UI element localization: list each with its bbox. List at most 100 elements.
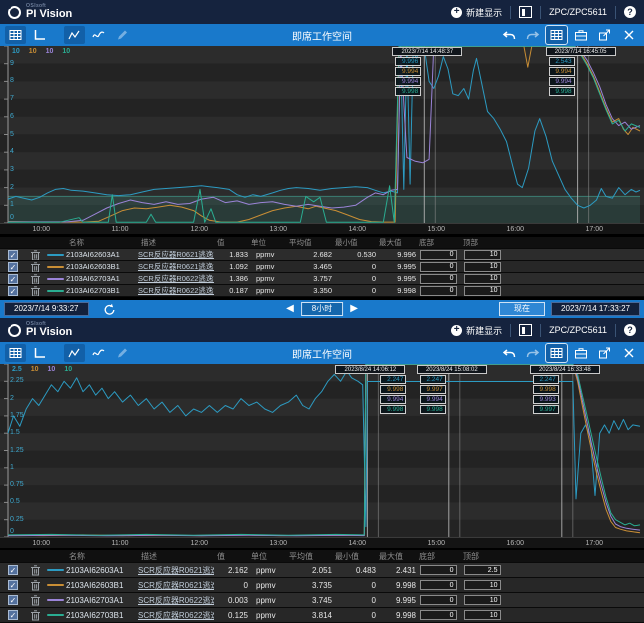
- forward-arrow-icon[interactable]: ▶: [350, 303, 358, 314]
- displays-icon[interactable]: [519, 324, 533, 336]
- redo-icon[interactable]: [522, 344, 543, 362]
- now-button[interactable]: 现在: [499, 302, 546, 316]
- axis-scale-icon[interactable]: [29, 344, 50, 362]
- tag-name[interactable]: 2103AI62603B1: [66, 580, 124, 590]
- close-icon[interactable]: [618, 344, 639, 362]
- tag-name[interactable]: 2103AI62703B1: [66, 286, 120, 295]
- scale-top-input[interactable]: [463, 273, 501, 284]
- axis-scale-icon[interactable]: [29, 26, 50, 44]
- end-time[interactable]: 2023/7/14 17:33:27: [551, 302, 640, 316]
- row-checkbox[interactable]: ✓: [8, 595, 18, 605]
- export-icon[interactable]: [594, 26, 615, 44]
- tag-name[interactable]: 2103AI62703A1: [66, 274, 120, 283]
- table-view-icon[interactable]: [5, 26, 26, 44]
- row-checkbox[interactable]: ✓: [8, 285, 18, 296]
- min-value: 0: [371, 610, 376, 620]
- x-tick-label: 15:00: [427, 226, 446, 233]
- back-arrow-icon[interactable]: ◀: [286, 303, 294, 314]
- table-view-icon[interactable]: [5, 344, 26, 362]
- cursor-timestamp[interactable]: 2023/8/24 16:33:48: [529, 365, 600, 374]
- scale-top-input[interactable]: [463, 565, 501, 575]
- start-time[interactable]: 2023/7/14 9:33:27: [4, 302, 89, 316]
- trash-icon[interactable]: [30, 564, 41, 576]
- row-checkbox[interactable]: ✓: [8, 565, 18, 575]
- redo-icon[interactable]: [522, 26, 543, 44]
- curve-style-icon[interactable]: [88, 26, 109, 44]
- time-range-button[interactable]: 8小时: [300, 302, 344, 316]
- summary-table-icon[interactable]: [545, 343, 568, 363]
- close-icon[interactable]: [618, 26, 639, 44]
- row-checkbox[interactable]: ✓: [8, 249, 18, 260]
- summary-table-icon[interactable]: [545, 25, 568, 45]
- max-value: 9.998: [395, 610, 416, 620]
- tag-name[interactable]: 2103AI62603B1: [66, 262, 120, 271]
- scale-bottom-input[interactable]: [419, 610, 457, 620]
- help-icon[interactable]: ?: [624, 6, 636, 18]
- scale-top-input[interactable]: [463, 285, 501, 296]
- tag-name[interactable]: 2103AI62603A1: [66, 565, 124, 575]
- table-row[interactable]: ✓ 2103AI62603A1 SCR反应器R0621逃逸氨含 1.833 ppmv 2.…: [0, 249, 644, 261]
- annotate-pen-icon[interactable]: [112, 26, 133, 44]
- table-row[interactable]: ✓ 2103AI62703B1 SCR反应器R0622逃逸氨含 0.187 ppmv 3.…: [0, 285, 644, 297]
- table-row[interactable]: ✓ 2103AI62703B1 SCR反应器R0622逃逸氨含 0.125 ppmv 3.…: [0, 608, 644, 623]
- trash-icon[interactable]: [30, 285, 41, 296]
- max-value: 2.431: [395, 565, 416, 575]
- user-label[interactable]: ZPC/ZPC5611: [549, 7, 607, 17]
- table-row[interactable]: ✓ 2103AI62603B1 SCR反应器R0621逃逸氨含 0 ppmv 3.735 0…: [0, 578, 644, 593]
- scale-bottom-input[interactable]: [419, 565, 457, 575]
- tag-name[interactable]: 2103AI62703A1: [66, 595, 124, 605]
- scale-bottom-input[interactable]: [419, 580, 457, 590]
- export-icon[interactable]: [594, 344, 615, 362]
- trash-icon[interactable]: [30, 609, 41, 621]
- row-checkbox[interactable]: ✓: [8, 610, 18, 620]
- trash-icon[interactable]: [30, 249, 41, 260]
- trend-chart[interactable]: 2.5 10 10 10 2.25 2 1.75 1.5 1.25 1 0.75 0.5 0.25 0 10…: [0, 364, 644, 548]
- cursor-timestamp[interactable]: 2023/7/14 16:45:05: [545, 47, 616, 56]
- annotate-pen-icon[interactable]: [112, 344, 133, 362]
- row-checkbox[interactable]: ✓: [8, 580, 18, 590]
- scale-bottom-input[interactable]: [419, 261, 457, 272]
- toolbox-icon[interactable]: [570, 344, 591, 362]
- scale-top-input[interactable]: [463, 261, 501, 272]
- scale-top-input[interactable]: [463, 610, 501, 620]
- trend-style-icon[interactable]: [64, 344, 85, 362]
- table-row[interactable]: ✓ 2103AI62603B1 SCR反应器R0621逃逸氨含 1.092 ppmv 3.…: [0, 261, 644, 273]
- scale-bottom-input[interactable]: [419, 273, 457, 284]
- trash-icon[interactable]: [30, 273, 41, 284]
- refresh-icon[interactable]: [103, 303, 116, 316]
- unit: ppmv: [256, 610, 276, 620]
- scale-top-input[interactable]: [463, 580, 501, 590]
- table-row[interactable]: ✓ 2103AI62603A1 SCR反应器R0621逃逸氨含 2.162 ppmv 2.…: [0, 563, 644, 578]
- average-value: 3.745: [311, 595, 332, 605]
- undo-icon[interactable]: [498, 26, 519, 44]
- row-checkbox[interactable]: ✓: [8, 261, 18, 272]
- cursor-timestamp[interactable]: 2023/7/14 14:48:37: [392, 47, 463, 56]
- table-row[interactable]: ✓ 2103AI62703A1 SCR反应器R0622逃逸氨含 0.003 ppmv 3.…: [0, 593, 644, 608]
- scale-bottom-input[interactable]: [419, 285, 457, 296]
- tag-name[interactable]: 2103AI62703B1: [66, 610, 124, 620]
- tag-name[interactable]: 2103AI62603A1: [66, 250, 120, 259]
- row-checkbox[interactable]: ✓: [8, 273, 18, 284]
- cursor-timestamp[interactable]: 2023/8/24 15:08:02: [416, 365, 487, 374]
- table-gap: [0, 548, 644, 550]
- help-icon[interactable]: ?: [624, 324, 636, 336]
- new-display-button[interactable]: + 新建显示: [451, 6, 502, 19]
- displays-icon[interactable]: [519, 6, 533, 18]
- new-display-button[interactable]: + 新建显示: [451, 324, 502, 337]
- scale-top-input[interactable]: [463, 595, 501, 605]
- curve-style-icon[interactable]: [88, 344, 109, 362]
- toolbox-icon[interactable]: [570, 26, 591, 44]
- trend-style-icon[interactable]: [64, 26, 85, 44]
- trash-icon[interactable]: [30, 594, 41, 606]
- trash-icon[interactable]: [30, 261, 41, 272]
- cursor-timestamp[interactable]: 2023/8/24 14:06:12: [335, 365, 406, 374]
- column-header: 底部: [419, 238, 434, 247]
- scale-bottom-input[interactable]: [419, 249, 457, 260]
- table-row[interactable]: ✓ 2103AI62703A1 SCR反应器R0622逃逸氨含 1.386 ppmv 3.…: [0, 273, 644, 285]
- trend-chart[interactable]: 10 10 10 10 9 8 7 6 5 4 3 2 1 0 10:00 11:00 12:00 13:00 14…: [0, 46, 644, 234]
- scale-bottom-input[interactable]: [419, 595, 457, 605]
- trash-icon[interactable]: [30, 579, 41, 591]
- undo-icon[interactable]: [498, 344, 519, 362]
- scale-top-input[interactable]: [463, 249, 501, 260]
- user-label[interactable]: ZPC/ZPC5611: [549, 325, 607, 335]
